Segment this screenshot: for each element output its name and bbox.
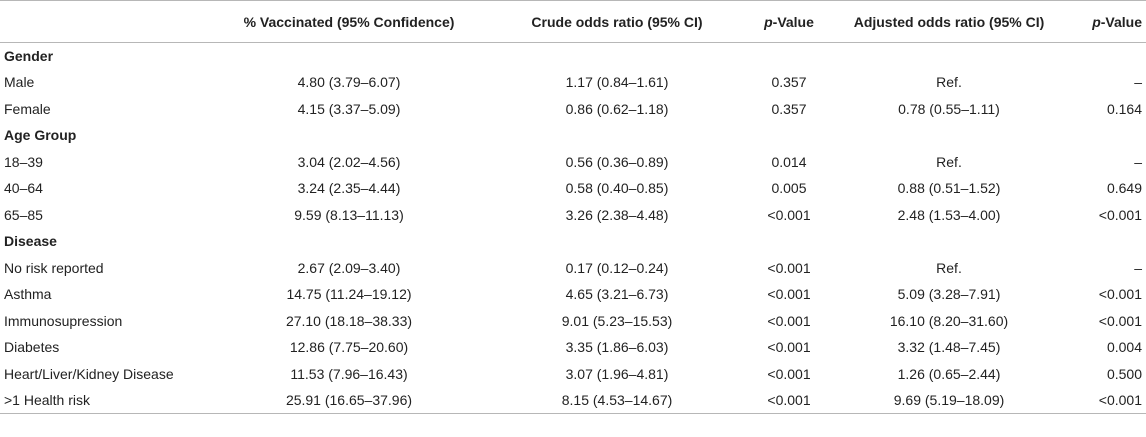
group-row: Disease (0, 228, 1146, 255)
group-heading: Disease (4, 233, 57, 250)
crude-p-value: <0.001 (767, 339, 811, 356)
vaccinated-value: 9.59 (8.13–11.13) (294, 206, 404, 223)
adjusted-odds-ratio-value: Ref. (936, 74, 962, 91)
crude-odds-ratio-value: 9.01 (5.23–15.53) (561, 312, 673, 329)
row-label: Diabetes (4, 339, 60, 356)
adjusted-odds-ratio-value: 3.32 (1.48–7.45) (897, 339, 1001, 356)
adjusted-odds-ratio-value: 5.09 (3.28–7.91) (897, 286, 1001, 303)
crude-odds-ratio-value: 0.17 (0.12–0.24) (565, 259, 669, 276)
odds-ratio-table: % Vaccinated (95% Confidence) Crude odds… (0, 0, 1146, 414)
table-row: Male 4.80 (3.79–6.07) 1.17 (0.84–1.61) 0.35… (0, 69, 1146, 96)
crude-odds-ratio-value: 0.56 (0.36–0.89) (565, 153, 669, 170)
crude-p-value: <0.001 (767, 259, 811, 276)
header-crude-p-suffix: -Value (772, 13, 814, 30)
table-row: >1 Health risk 25.91 (16.65–37.96) 8.15 (4… (0, 387, 1146, 414)
crude-odds-ratio-value: 0.86 (0.62–1.18) (565, 100, 669, 117)
crude-odds-ratio-value: 3.35 (1.86–6.03) (565, 339, 669, 356)
adjusted-odds-ratio-value: 2.48 (1.53–4.00) (897, 206, 1001, 223)
header-crude-p-value: p-Value (748, 0, 830, 43)
adjusted-p-value: – (1134, 153, 1142, 170)
crude-p-value: <0.001 (767, 206, 811, 223)
vaccinated-value: 11.53 (7.96–16.43) (290, 365, 408, 382)
crude-odds-ratio-value: 3.26 (2.38–4.48) (565, 206, 669, 223)
vaccinated-value: 25.91 (16.65–37.96) (212, 387, 486, 414)
header-adjusted-p-suffix: -Value (1100, 13, 1142, 30)
header-adjusted-odds-ratio: Adjusted odds ratio (95% CI) (830, 0, 1068, 43)
table-body: Gender Male 4.80 (3.79–6.07) 1.17 (0.84–1.6… (0, 43, 1146, 414)
header-crude-odds-ratio: Crude odds ratio (95% CI) (486, 0, 748, 43)
adjusted-p-value: – (1134, 74, 1142, 91)
crude-odds-ratio-value: 8.15 (4.53–14.67) (486, 387, 748, 414)
crude-odds-ratio-value: 1.17 (0.84–1.61) (565, 74, 669, 91)
row-label: 40–64 (4, 180, 43, 197)
group-row: Age Group (0, 122, 1146, 149)
vaccinated-value: 3.04 (2.02–4.56) (297, 153, 401, 170)
row-label: Heart/Liver/Kidney Disease (4, 365, 174, 382)
crude-p-value: <0.001 (767, 286, 811, 303)
header-adjusted-p-value: p-Value (1068, 0, 1146, 43)
header-crude-p-letter: p (764, 13, 773, 30)
adjusted-p-value: 0.164 (1106, 100, 1142, 117)
crude-odds-ratio-value: 0.58 (0.40–0.85) (565, 180, 669, 197)
row-label: 18–39 (4, 153, 43, 170)
adjusted-p-value: 0.500 (1106, 365, 1142, 382)
adjusted-odds-ratio-value: 0.78 (0.55–1.11) (898, 100, 1000, 117)
group-row: Gender (0, 43, 1146, 70)
adjusted-p-value: 0.004 (1106, 339, 1142, 356)
adjusted-p-value: – (1134, 259, 1142, 276)
adjusted-odds-ratio-value: 0.88 (0.51–1.52) (897, 180, 1001, 197)
crude-p-value: 0.005 (771, 180, 807, 197)
adjusted-odds-ratio-value: Ref. (936, 259, 962, 276)
crude-p-value: 0.357 (771, 100, 807, 117)
header-variable (0, 0, 212, 43)
crude-p-value: <0.001 (748, 387, 830, 414)
vaccinated-value: 27.10 (18.18–38.33) (285, 312, 413, 329)
vaccinated-value: 3.24 (2.35–4.44) (297, 180, 401, 197)
crude-odds-ratio-value: 3.07 (1.96–4.81) (565, 365, 669, 382)
table-row: Immunosupression 27.10 (18.18–38.33) 9.01 … (0, 308, 1146, 335)
crude-p-value: <0.001 (767, 365, 811, 382)
adjusted-odds-ratio-value: 16.10 (8.20–31.60) (889, 312, 1009, 329)
row-label: Female (4, 100, 51, 117)
header-vaccinated: % Vaccinated (95% Confidence) (212, 0, 486, 43)
group-heading: Age Group (4, 127, 77, 144)
vaccinated-value: 2.67 (2.09–3.40) (297, 259, 401, 276)
crude-p-value: <0.001 (767, 312, 811, 329)
row-label: No risk reported (4, 259, 104, 276)
group-heading: Gender (4, 48, 54, 64)
adjusted-p-value: <0.001 (1098, 286, 1142, 303)
adjusted-p-value: <0.001 (1098, 206, 1142, 223)
header-adjusted-p-letter: p (1092, 13, 1101, 30)
table-header-row: % Vaccinated (95% Confidence) Crude odds… (0, 0, 1146, 43)
vaccinated-value: 12.86 (7.75–20.60) (289, 339, 409, 356)
adjusted-odds-ratio-value: Ref. (936, 153, 962, 170)
row-label: Immunosupression (4, 312, 123, 329)
crude-odds-ratio-value: 4.65 (3.21–6.73) (565, 286, 669, 303)
vaccinated-value: 4.15 (3.37–5.09) (297, 100, 401, 117)
row-label: >1 Health risk (0, 387, 212, 414)
adjusted-odds-ratio-value: 1.26 (0.65–2.44) (897, 365, 1001, 382)
row-label: 65–85 (4, 206, 43, 223)
table-row: 18–39 3.04 (2.02–4.56) 0.56 (0.36–0.89) 0.0… (0, 149, 1146, 176)
crude-p-value: 0.357 (771, 74, 807, 91)
table-row: No risk reported 2.67 (2.09–3.40) 0.17 (0.… (0, 255, 1146, 282)
row-label: Asthma (4, 286, 52, 303)
row-label: Male (4, 74, 35, 91)
vaccinated-value: 4.80 (3.79–6.07) (297, 74, 401, 91)
adjusted-p-value: 0.649 (1106, 180, 1142, 197)
table-row: 65–85 9.59 (8.13–11.13) 3.26 (2.38–4.48) <0… (0, 202, 1146, 229)
crude-p-value: 0.014 (771, 153, 807, 170)
adjusted-odds-ratio-value: 9.69 (5.19–18.09) (830, 387, 1068, 414)
vaccinated-value: 14.75 (11.24–19.12) (286, 286, 412, 303)
adjusted-p-value: <0.001 (1068, 387, 1146, 414)
adjusted-p-value: <0.001 (1098, 312, 1142, 329)
table-row: Diabetes 12.86 (7.75–20.60) 3.35 (1.86–6.0… (0, 334, 1146, 361)
table-row: 40–64 3.24 (2.35–4.44) 0.58 (0.40–0.85) 0.0… (0, 175, 1146, 202)
table-row: Heart/Liver/Kidney Disease 11.53 (7.96–16… (0, 361, 1146, 388)
table-row: Female 4.15 (3.37–5.09) 0.86 (0.62–1.18) 0.… (0, 96, 1146, 123)
table-row: Asthma 14.75 (11.24–19.12) 4.65 (3.21–6.73… (0, 281, 1146, 308)
